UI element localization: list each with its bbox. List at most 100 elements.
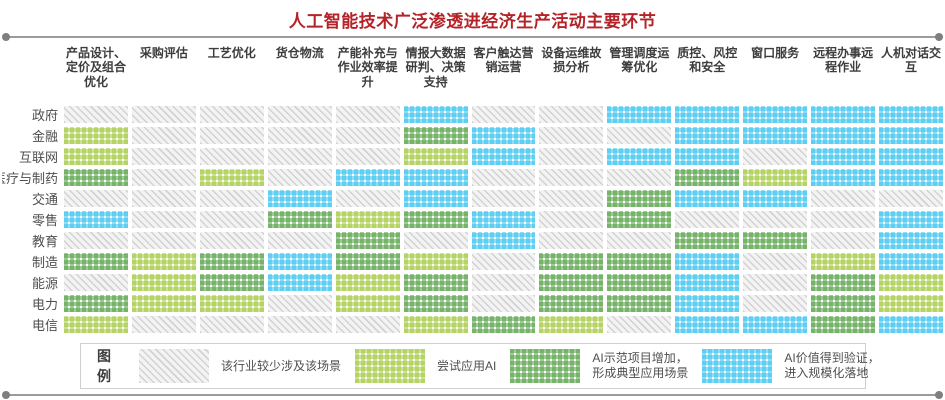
heatmap-cell — [743, 148, 808, 165]
heatmap-cell — [131, 148, 196, 165]
heatmap-cell — [539, 211, 604, 228]
heatmap-cell — [675, 316, 740, 333]
column-header: 质控、风控和安全 — [677, 46, 738, 75]
heatmap-cell — [539, 148, 604, 165]
heatmap-cell — [743, 232, 808, 249]
legend-item: 尝试应用AI — [355, 349, 496, 383]
legend-item-label: AI示范项目增加， 形成典型应用场景 — [592, 351, 689, 380]
column-header: 产品设计、定价及组合优化 — [65, 46, 126, 89]
heatmap-cell — [403, 169, 468, 186]
heatmap-cell — [811, 232, 876, 249]
heatmap-cell — [743, 211, 808, 228]
heatmap-cell — [403, 148, 468, 165]
heatmap-cell — [403, 106, 468, 123]
legend-item: AI价值得到验证， 进入规模化落地 — [702, 349, 880, 383]
heatmap-cell — [267, 106, 332, 123]
heatmap-cell — [131, 127, 196, 144]
heatmap-cell — [64, 316, 128, 333]
row-label: 电信 — [31, 318, 58, 333]
heatmap-cell — [539, 232, 604, 249]
heatmap-cell — [335, 211, 400, 228]
heatmap-cell — [335, 148, 400, 165]
heatmap-cell — [675, 232, 740, 249]
heatmap-cell — [879, 316, 943, 333]
heatmap-cell — [607, 148, 672, 165]
heatmap-cell — [64, 148, 128, 165]
heatmap-cell — [675, 253, 740, 270]
rule-endpoint-dot — [935, 33, 943, 41]
heatmap-cell — [539, 295, 604, 312]
heatmap-cell — [403, 295, 468, 312]
heatmap-cell — [811, 190, 876, 207]
heatmap-cell — [539, 106, 604, 123]
heatmap-cell — [335, 169, 400, 186]
heatmap-cell — [471, 295, 536, 312]
heatmap-cell — [64, 211, 128, 228]
heatmap-cell — [199, 190, 264, 207]
heatmap-cell — [471, 316, 536, 333]
row-label: 医疗与制药 — [2, 171, 58, 186]
heatmap-cell — [64, 127, 128, 144]
heatmap-cell — [131, 190, 196, 207]
heatmap-cell — [471, 127, 536, 144]
heatmap-cell — [743, 295, 808, 312]
chart-title: 人工智能技术广泛渗透进经济生产活动主要环节 — [288, 12, 657, 31]
heatmap-cell — [335, 106, 400, 123]
heatmap-cell — [64, 253, 128, 270]
heatmap-cell — [403, 253, 468, 270]
heatmap-cell — [607, 295, 672, 312]
column-header: 货仓物流 — [275, 46, 324, 60]
heatmap-cell — [131, 253, 196, 270]
heatmap-cell — [743, 253, 808, 270]
heatmap-cell — [267, 211, 332, 228]
heatmap-cell — [879, 274, 943, 291]
heatmap-cell — [879, 127, 943, 144]
heatmap-cell — [607, 211, 672, 228]
heatmap-cell — [267, 232, 332, 249]
heatmap-cell — [675, 211, 740, 228]
heatmap-cell — [267, 274, 332, 291]
heatmap-cell — [879, 169, 943, 186]
heatmap-cell — [743, 316, 808, 333]
legend-item: AI示范项目增加， 形成典型应用场景 — [510, 349, 688, 383]
heatmap-cell — [471, 232, 536, 249]
heatmap-cell — [811, 295, 876, 312]
row-label: 教育 — [31, 234, 58, 249]
heatmap-cell — [607, 274, 672, 291]
heatmap-cell — [335, 274, 400, 291]
heatmap-cell — [64, 274, 128, 291]
heatmap-cell — [811, 106, 876, 123]
row-label: 能源 — [31, 276, 58, 291]
heatmap-cell — [607, 127, 672, 144]
column-header: 远程办事远程作业 — [813, 46, 874, 75]
heatmap-cell — [131, 295, 196, 312]
heatmap-cell — [607, 253, 672, 270]
legend-item-label: AI价值得到验证， 进入规模化落地 — [784, 351, 880, 380]
top-rule — [2, 33, 943, 41]
heatmap-cell — [879, 295, 943, 312]
rule-endpoint-dot — [2, 33, 10, 41]
heatmap-cell — [539, 190, 604, 207]
heatmap-cell — [743, 106, 808, 123]
heatmap-cell — [471, 169, 536, 186]
rule-endpoint-dot — [935, 391, 943, 399]
heatmap-cell — [403, 316, 468, 333]
heatmap-cell — [131, 274, 196, 291]
heatmap-cell — [199, 106, 264, 123]
row-label: 电力 — [31, 297, 58, 312]
heatmap-cell — [267, 190, 332, 207]
heatmap-cell — [743, 274, 808, 291]
heatmap-cell — [199, 127, 264, 144]
row-label: 制造 — [31, 255, 58, 270]
legend-swatch-none — [139, 349, 209, 383]
heatmap-cell — [675, 127, 740, 144]
row-label: 零售 — [31, 213, 58, 228]
grid-corner-spacer — [2, 46, 60, 102]
heatmap-cell — [267, 148, 332, 165]
column-header: 工艺优化 — [207, 46, 256, 60]
heatmap-cell — [199, 274, 264, 291]
heatmap-cell — [539, 253, 604, 270]
heatmap-cell — [403, 127, 468, 144]
legend-item: 该行业较少涉及该场景 — [139, 349, 341, 383]
heatmap-cell — [879, 253, 943, 270]
